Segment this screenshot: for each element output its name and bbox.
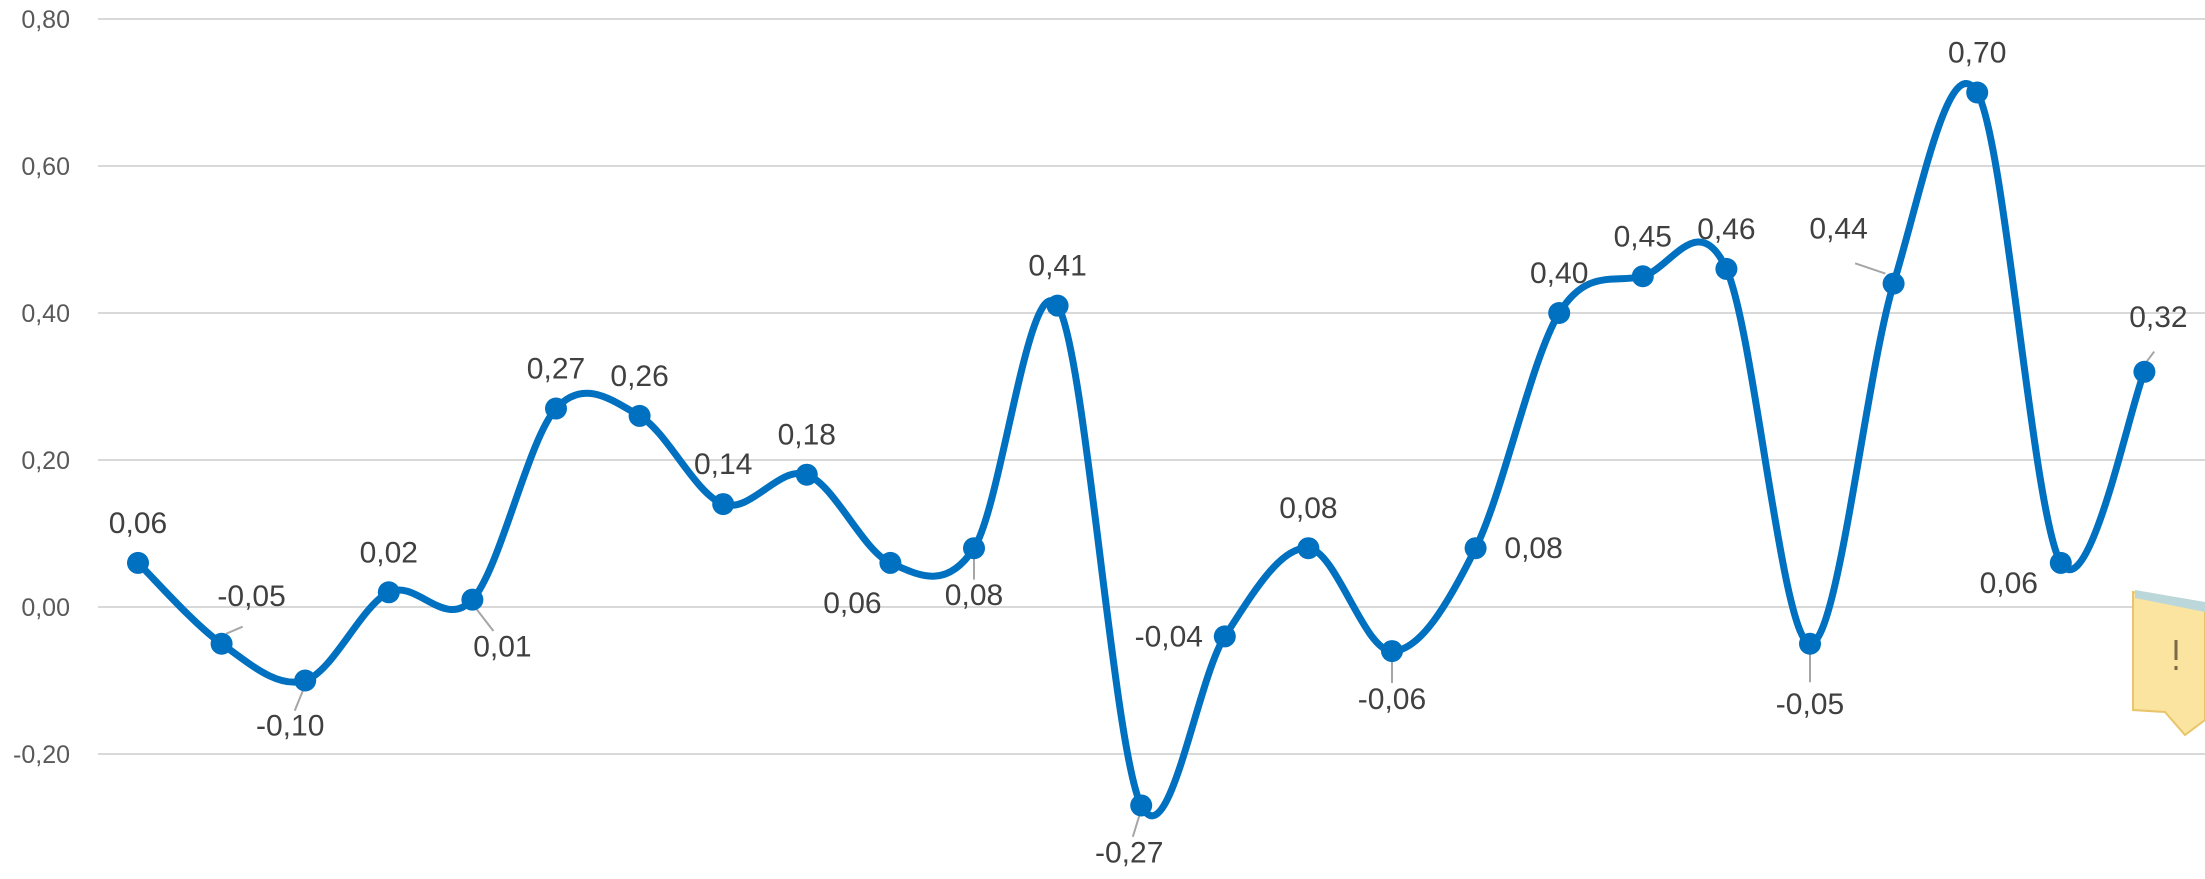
data-point	[127, 551, 149, 574]
data-label: 0,18	[778, 419, 836, 452]
data-point	[1130, 794, 1153, 817]
data-label: 0,45	[1614, 220, 1672, 253]
leader-line	[225, 625, 243, 635]
data-label: 0,06	[109, 507, 167, 540]
data-point	[628, 404, 651, 427]
data-points	[127, 81, 2156, 817]
data-label: 0,27	[527, 353, 585, 386]
data-point	[545, 397, 567, 420]
leader-line	[2145, 350, 2155, 363]
data-label: 0,06	[823, 587, 881, 620]
leader-line	[476, 609, 495, 632]
data-label: 0,08	[1279, 492, 1337, 525]
leader-lines	[225, 262, 2155, 838]
data-point	[1631, 265, 1654, 288]
data-point	[1799, 632, 1821, 655]
data-label: -0,27	[1095, 836, 1163, 869]
y-tick-label: 0,60	[21, 153, 70, 181]
data-label: -0,04	[1135, 620, 1203, 653]
y-tick-label: 0,40	[21, 300, 70, 328]
data-point	[210, 632, 233, 655]
data-label: 0,41	[1028, 250, 1086, 283]
data-label: -0,05	[217, 580, 285, 613]
data-point	[712, 493, 735, 516]
data-label: 0,08	[945, 579, 1003, 612]
y-tick-label: 0,80	[21, 6, 70, 34]
data-label: 0,06	[1980, 567, 2038, 600]
data-label: 0,08	[1504, 532, 1562, 565]
data-point	[294, 669, 317, 692]
data-point	[879, 551, 902, 574]
y-tick-label: 0,00	[21, 594, 70, 622]
data-point	[1966, 81, 1989, 104]
data-point	[1464, 537, 1487, 560]
sticky-note-shape	[2132, 590, 2205, 737]
y-tick-label: -0,20	[13, 741, 70, 769]
y-tick-label: 0,20	[21, 447, 70, 475]
data-point	[2049, 551, 2072, 574]
data-label: 0,14	[694, 448, 752, 481]
data-label: 0,70	[1948, 37, 2006, 70]
data-label: 0,44	[1809, 213, 1867, 246]
leader-line	[293, 690, 304, 712]
leader-line	[1131, 815, 1141, 838]
data-label: -0,05	[1776, 688, 1844, 721]
data-labels: 0,06 -0,05 -0,10 0,02 0,01 0,27 0,26 0,14 0,18 0,…	[109, 37, 2188, 870]
data-point	[377, 581, 400, 604]
data-point	[963, 537, 985, 560]
data-label: 0,32	[2129, 301, 2187, 334]
data-point	[1715, 257, 1738, 280]
data-point	[1381, 640, 1403, 663]
data-label: 0,02	[360, 536, 418, 569]
data-point	[1548, 302, 1571, 324]
data-point	[2133, 360, 2156, 383]
data-point	[1046, 294, 1069, 317]
data-point	[795, 463, 818, 486]
partial-sticky-note-graphic	[2132, 590, 2205, 737]
data-label: 0,46	[1697, 213, 1755, 246]
data-point	[1297, 537, 1320, 560]
data-point	[1213, 625, 1236, 648]
data-point	[1882, 272, 1905, 295]
data-label: 0,01	[473, 631, 531, 664]
data-label: 0,40	[1530, 257, 1588, 290]
data-label: -0,06	[1358, 683, 1426, 716]
data-label: 0,26	[610, 360, 668, 393]
y-axis-tick-labels: 0,80 0,60 0,40 0,20 0,00 -0,20	[13, 6, 70, 769]
data-label: -0,10	[256, 710, 324, 743]
data-point	[461, 588, 484, 611]
sticky-note-tab	[2135, 590, 2205, 612]
leader-line	[1854, 262, 1886, 275]
